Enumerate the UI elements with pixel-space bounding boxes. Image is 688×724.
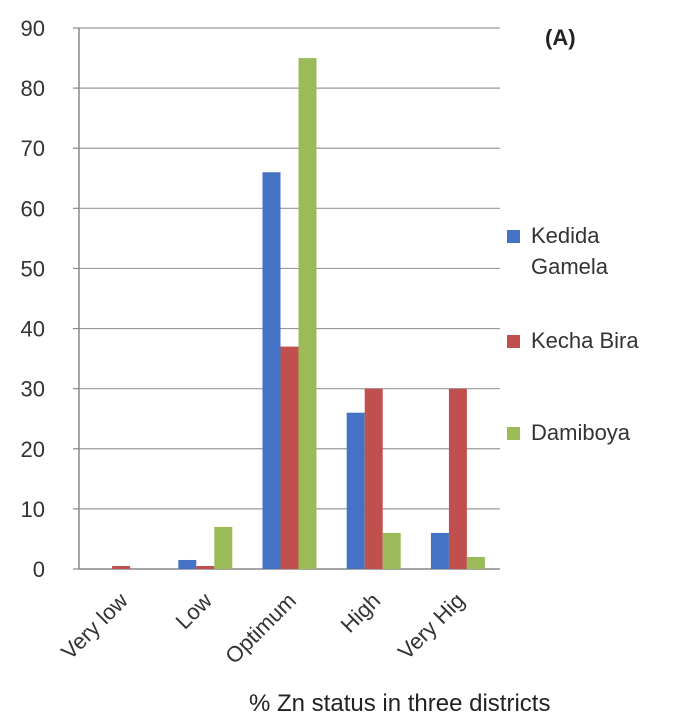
bar-1-1 <box>196 565 215 569</box>
legend-label-2: Damiboya <box>531 420 631 445</box>
y-tick-label-80: 80 <box>21 76 45 101</box>
legend: Kedida Gamela Kecha Bira Damiboya <box>507 223 639 445</box>
y-tick-label-60: 60 <box>21 196 45 221</box>
y-tick-label-0: 0 <box>33 557 45 582</box>
y-tick-labels: 0 10 20 30 40 50 60 70 80 90 <box>21 16 45 582</box>
legend-label-1: Kecha Bira <box>531 328 639 353</box>
legend-label-0-line-0: Kedida <box>531 223 600 248</box>
y-tick-label-90: 90 <box>21 16 45 41</box>
bar-2-2 <box>298 58 317 570</box>
y-tick-label-50: 50 <box>21 256 45 281</box>
x-tick-label-2: Optimum <box>220 588 301 669</box>
bar-3-0 <box>346 412 365 569</box>
y-tick-label-30: 30 <box>21 377 45 402</box>
legend-swatch-0 <box>507 230 520 243</box>
x-tick-label-0: Very low <box>56 588 133 665</box>
y-tick-label-70: 70 <box>21 136 45 161</box>
y-tick-label-20: 20 <box>21 437 45 462</box>
bar-3-1 <box>364 388 383 569</box>
legend-swatch-1 <box>507 335 520 348</box>
bar-4-0 <box>430 532 449 569</box>
legend-swatch-2 <box>507 427 520 440</box>
bar-1-2 <box>214 526 233 569</box>
bar-2-0 <box>262 172 281 569</box>
bar-4-2 <box>466 556 485 569</box>
x-tick-label-1: Low <box>171 588 217 634</box>
y-tick-label-40: 40 <box>21 317 45 342</box>
bars <box>112 58 485 570</box>
x-axis-title: % Zn status in three districts <box>249 690 550 717</box>
bar-0-1 <box>112 565 131 569</box>
x-tick-labels: Very low Low Optimum High Very Hig <box>56 588 469 669</box>
legend-label-0-line-1: Gamela <box>531 254 609 279</box>
panel-label: (A) <box>545 25 576 50</box>
bar-1-0 <box>178 559 197 569</box>
x-tick-label-3: High <box>336 588 386 638</box>
bar-2-1 <box>280 346 299 569</box>
y-tick-label-10: 10 <box>21 497 45 522</box>
bar-4-1 <box>448 388 467 569</box>
bar-3-2 <box>382 532 401 569</box>
x-tick-label-4: Very Hig <box>393 588 469 664</box>
